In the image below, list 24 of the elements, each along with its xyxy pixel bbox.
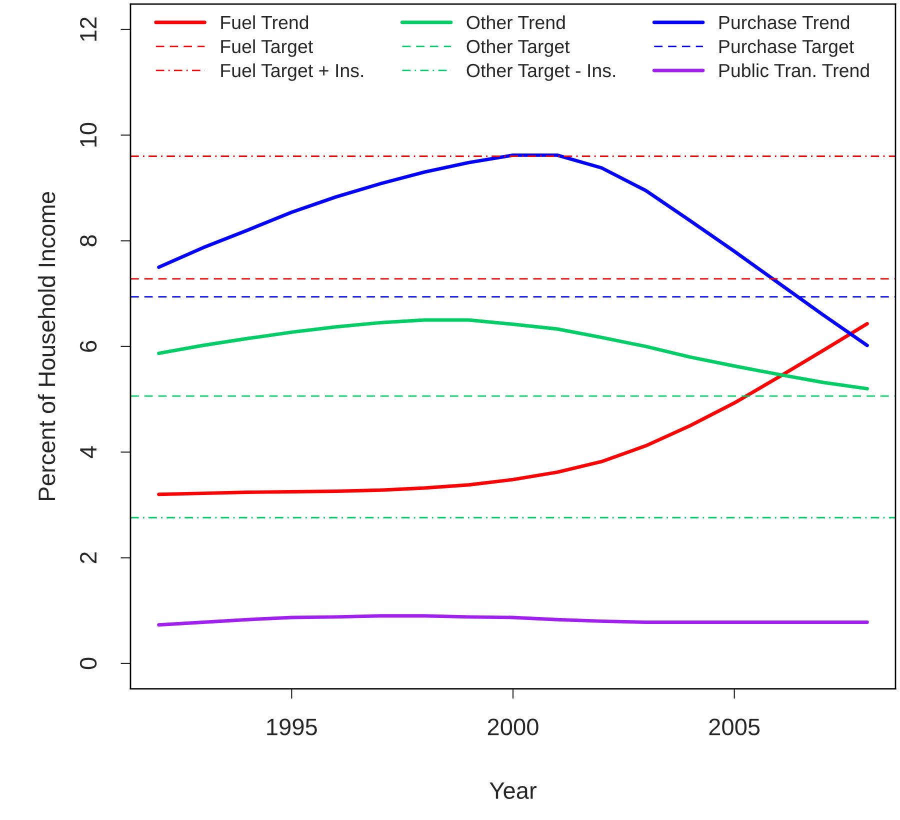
y-tick-label: 8 [80, 235, 97, 246]
y-tick-label: 12 [80, 18, 96, 41]
x-tick-label: 2000 [488, 718, 538, 736]
x-tick-label: 1995 [267, 718, 317, 736]
x-tick-label: 2005 [709, 718, 760, 736]
legend-label: Fuel Target [221, 39, 313, 57]
legend-label: Purchase Target [719, 39, 854, 57]
legend-label: Other Target [466, 39, 570, 57]
x-axis-title: Year [490, 782, 536, 799]
y-tick-label: 4 [80, 446, 96, 458]
legend-label: Purchase Trend [719, 15, 850, 30]
line-series [157, 322, 869, 496]
y-tick-label: 2 [80, 552, 96, 564]
legend-label: Fuel Target + Ins. [221, 63, 363, 81]
y-axis-title: Percent of Household Income [38, 192, 56, 500]
line-series [157, 614, 869, 627]
legend-label: Fuel Trend [221, 15, 308, 30]
y-tick-label: 10 [80, 122, 97, 146]
legend-label: Public Tran. Trend [719, 63, 869, 78]
legend-label: Other Target - Ins. [466, 63, 615, 81]
line-series [157, 318, 869, 390]
y-tick-label: 6 [80, 340, 97, 352]
y-tick-label: 0 [80, 658, 97, 670]
legend-label: Other Trend [466, 15, 565, 30]
